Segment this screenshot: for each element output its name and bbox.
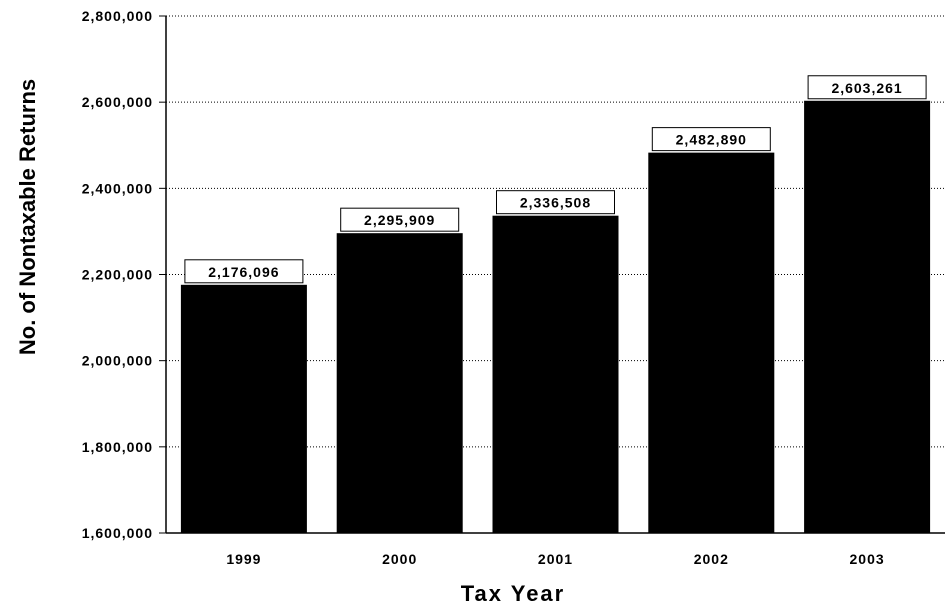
x-tick-label: 2000 — [382, 551, 417, 567]
data-label-box — [184, 259, 304, 284]
x-tick-label: 2002 — [694, 551, 729, 567]
data-label-text: 2,176,096 — [208, 264, 279, 280]
bar — [648, 152, 775, 533]
x-axis-title: Tax Year — [461, 581, 565, 606]
data-labels: 2,176,096 2,295,909 2,336,508 2,482,890 2,60… — [184, 75, 927, 284]
bar — [804, 100, 931, 533]
x-tick-labels: 1999 2000 2001 2002 2003 — [226, 551, 885, 567]
bar — [180, 284, 307, 533]
y-tick-label: 1,800,000 — [82, 439, 153, 455]
y-tick-label: 2,000,000 — [82, 353, 153, 369]
data-label-box — [340, 207, 460, 232]
data-label-text: 2,336,508 — [520, 195, 591, 211]
data-label-box — [651, 127, 771, 152]
y-tick-label: 2,600,000 — [82, 94, 153, 110]
data-label: 2,336,508 — [496, 190, 615, 215]
y-tick-label: 1,600,000 — [82, 525, 153, 541]
x-tick-label: 2003 — [850, 551, 885, 567]
bars — [180, 100, 931, 533]
y-tick-label: 2,400,000 — [82, 180, 153, 196]
y-tick-label: 2,800,000 — [82, 8, 153, 24]
x-tick-label: 1999 — [226, 551, 261, 567]
axes — [159, 15, 945, 534]
y-tick-label: 2,200,000 — [82, 267, 153, 283]
data-label-text: 2,295,909 — [364, 212, 435, 228]
data-label: 2,176,096 — [184, 259, 304, 284]
data-label-box — [807, 75, 927, 100]
y-tick-labels: 1,600,000 1,800,000 2,000,000 2,200,000 2,40… — [82, 8, 153, 541]
data-label-text: 2,482,890 — [676, 132, 747, 148]
data-label: 2,482,890 — [651, 127, 771, 152]
bar — [336, 233, 463, 533]
y-axis-title: No. of Nontaxable Returns — [15, 79, 40, 355]
x-tick-label: 2001 — [538, 551, 573, 567]
bar — [492, 215, 619, 533]
data-label: 2,295,909 — [340, 207, 460, 232]
data-label-box — [496, 190, 615, 215]
data-label: 2,603,261 — [807, 75, 927, 100]
data-label-text: 2,603,261 — [831, 80, 902, 96]
